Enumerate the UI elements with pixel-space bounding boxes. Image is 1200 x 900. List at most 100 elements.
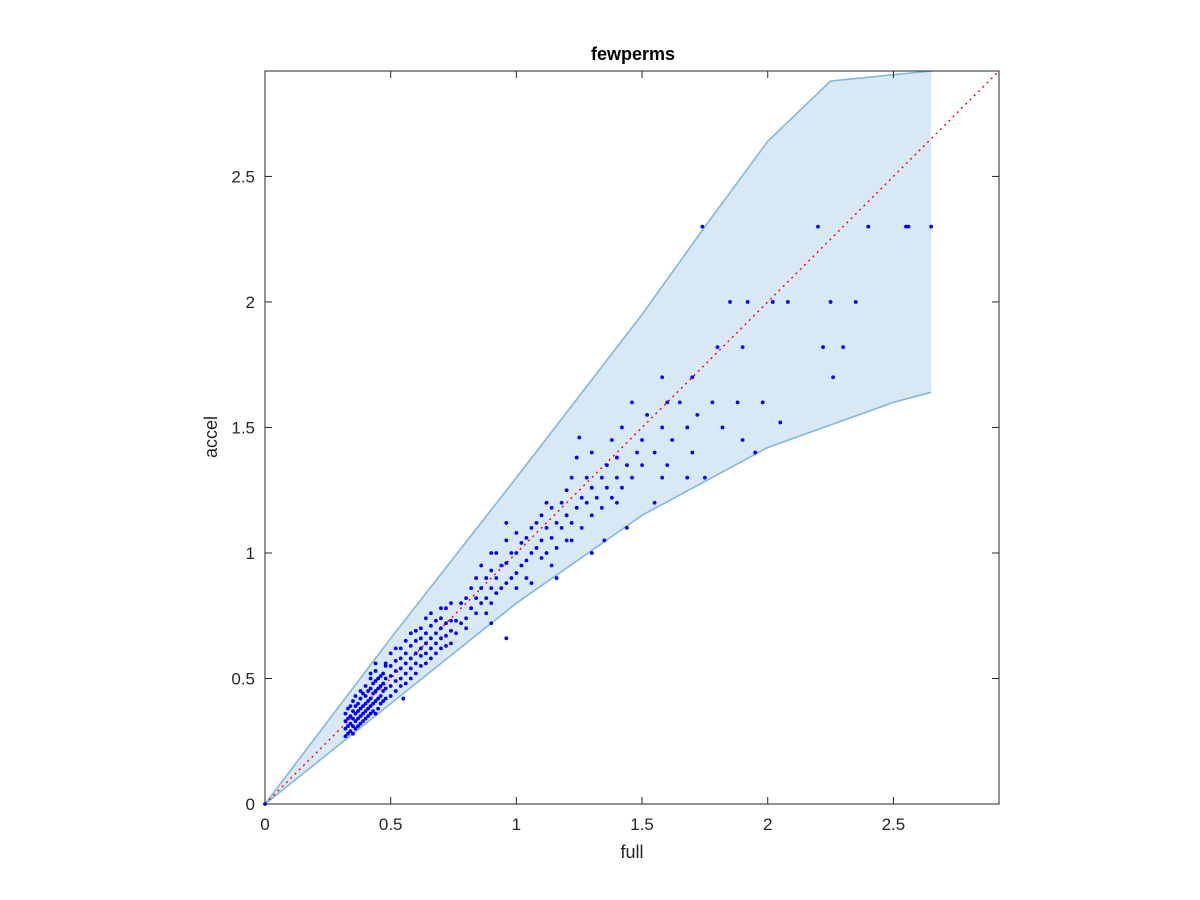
- data-point: [620, 485, 624, 490]
- data-point: [828, 300, 833, 304]
- data-point: [544, 551, 549, 555]
- data-point: [449, 628, 453, 633]
- data-point: [564, 538, 569, 543]
- y-tick-label: 0: [246, 795, 255, 814]
- data-point: [449, 641, 453, 646]
- data-point: [489, 586, 494, 591]
- data-point: [489, 551, 494, 555]
- plot-area: [263, 70, 1000, 806]
- data-point: [351, 716, 355, 721]
- data-point: [358, 689, 363, 693]
- data-point: [504, 538, 509, 543]
- data-point: [489, 621, 494, 626]
- data-point: [660, 425, 665, 430]
- data-point: [449, 601, 453, 606]
- data-point: [853, 300, 858, 304]
- data-point: [444, 643, 448, 648]
- data-point: [393, 646, 398, 651]
- data-point: [371, 691, 375, 696]
- data-point: [388, 694, 393, 698]
- data-point: [544, 500, 549, 505]
- data-point: [652, 450, 657, 455]
- data-point: [353, 711, 358, 716]
- data-point: [454, 618, 458, 623]
- data-point: [358, 706, 363, 711]
- chart-title: fewperms: [591, 44, 675, 64]
- data-point: [343, 711, 348, 716]
- data-point: [479, 586, 484, 591]
- data-point: [866, 224, 871, 229]
- data-point: [735, 400, 740, 405]
- data-point: [906, 224, 911, 229]
- data-point: [604, 485, 609, 490]
- data-point: [423, 661, 428, 666]
- data-point: [549, 563, 554, 568]
- data-point: [418, 653, 423, 658]
- data-point: [351, 699, 355, 703]
- data-point: [378, 694, 383, 698]
- x-tick-label: 0: [260, 815, 269, 834]
- data-point: [383, 661, 388, 666]
- data-point: [398, 666, 403, 671]
- data-point: [363, 716, 368, 721]
- data-point: [381, 671, 386, 676]
- data-point: [831, 375, 835, 380]
- data-point: [464, 616, 468, 621]
- data-point: [509, 576, 514, 580]
- data-point: [615, 475, 619, 480]
- data-point: [695, 413, 700, 417]
- data-point: [408, 656, 413, 661]
- data-point: [464, 626, 468, 631]
- data-point: [577, 435, 582, 440]
- data-point: [720, 425, 725, 430]
- data-point: [690, 375, 695, 380]
- band-upper-edge: [264, 70, 932, 805]
- data-point: [376, 706, 381, 711]
- data-point: [589, 485, 594, 490]
- data-point: [429, 636, 433, 641]
- data-point: [564, 488, 569, 493]
- data-point: [353, 719, 358, 724]
- data-point: [368, 671, 373, 676]
- data-point: [509, 551, 514, 555]
- data-point: [640, 463, 644, 468]
- data-point: [398, 684, 403, 688]
- data-point: [534, 520, 539, 525]
- data-point: [358, 721, 363, 726]
- data-point: [413, 661, 418, 666]
- data-point: [429, 646, 433, 651]
- data-point: [745, 300, 750, 304]
- data-point: [609, 495, 614, 500]
- x-tick-label: 0.5: [379, 815, 403, 834]
- data-point: [408, 631, 413, 636]
- data-point: [740, 438, 745, 442]
- data-point: [760, 400, 765, 405]
- data-point: [534, 546, 539, 550]
- data-point: [429, 611, 433, 616]
- data-point: [514, 571, 519, 575]
- data-point: [549, 505, 554, 510]
- data-point: [368, 696, 373, 701]
- data-point: [383, 696, 388, 701]
- data-point: [728, 300, 732, 304]
- data-point: [559, 525, 564, 530]
- data-point: [685, 425, 690, 430]
- data-point: [358, 696, 363, 701]
- data-point: [564, 513, 569, 518]
- data-point: [604, 463, 609, 468]
- data-point: [660, 475, 665, 480]
- data-point: [785, 300, 790, 304]
- data-point: [434, 641, 438, 646]
- data-point: [368, 686, 373, 691]
- data-point: [519, 563, 524, 568]
- x-axis-label: full: [620, 842, 643, 862]
- data-point: [484, 611, 489, 616]
- data-point: [439, 626, 443, 631]
- data-point: [361, 711, 365, 716]
- data-point: [373, 669, 378, 673]
- data-point: [403, 681, 408, 686]
- data-point: [665, 400, 670, 405]
- data-point: [459, 621, 463, 626]
- data-point: [677, 400, 682, 405]
